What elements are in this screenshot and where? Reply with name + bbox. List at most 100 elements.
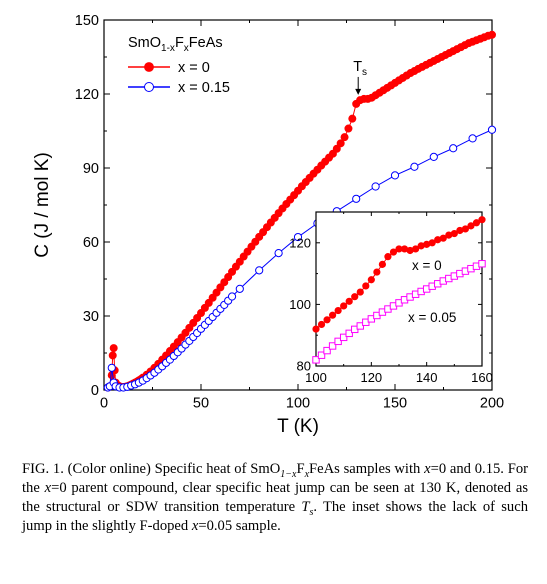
inset-data-point-1: [334, 337, 342, 346]
caption-run: 1−x: [280, 468, 297, 480]
caption-run: =0 parent compound, clear specific heat …: [22, 480, 529, 515]
y-tick-label: 90: [83, 161, 99, 177]
y-tick-label: 0: [91, 383, 99, 399]
inset-data-point-0: [461, 225, 469, 233]
x-tick-label: 50: [193, 396, 209, 412]
data-point-1: [293, 232, 303, 242]
legend-label-0: x = 0: [178, 60, 210, 76]
inset-data-point-1: [339, 333, 348, 342]
inset-data-point-0: [317, 320, 326, 329]
data-point-0: [336, 139, 345, 148]
inset-y-tick-label: 100: [289, 297, 311, 312]
inset-data-point-0: [345, 297, 353, 305]
data-point-1: [371, 182, 380, 191]
caption-run: x: [44, 480, 52, 496]
inset-data-point-0: [428, 239, 436, 247]
data-point-0: [340, 133, 349, 142]
data-point-1: [274, 249, 283, 258]
inset-data-point-0: [411, 245, 420, 253]
data-point-1: [468, 134, 477, 143]
data-point-0: [487, 30, 496, 39]
figure-caption: FIG. 1. (Color online) Specific heat of …: [22, 460, 528, 536]
caption-run: . The inset shows the lack of such jump …: [22, 499, 528, 534]
inset-data-point-0: [362, 282, 370, 290]
inset-x-tick-label: 100: [305, 370, 327, 385]
caption-run: FIG. 1. (Color online) Specific heat of …: [22, 461, 281, 477]
inset-data-point-0: [328, 311, 337, 319]
y-tick-label: 30: [83, 309, 99, 325]
inset-data-point-1: [328, 342, 337, 350]
data-point-0: [332, 144, 341, 153]
inset-data-point-0: [351, 293, 359, 301]
inset-label-x005: x = 0.05: [408, 310, 456, 325]
inset-data-point-0: [439, 234, 447, 242]
caption-run: FeAs samples with: [309, 461, 425, 477]
x-tick-label: 200: [480, 396, 504, 412]
inset-data-point-1: [312, 356, 320, 364]
inset-data-point-0: [340, 302, 348, 310]
inset-y-tick-label: 80: [297, 359, 311, 374]
legend-marker-0: [144, 62, 154, 72]
data-point-1: [352, 194, 361, 203]
data-point-1: [255, 266, 264, 275]
y-tick-label: 120: [75, 87, 99, 103]
inset-data-point-1: [478, 260, 486, 268]
inset-data-point-0: [472, 219, 481, 227]
inset-data-point-0: [312, 325, 320, 333]
inset-data-point-0: [323, 316, 331, 324]
data-point-0: [344, 124, 353, 133]
ts-annotation-label: Ts: [353, 59, 367, 78]
data-point-0: [348, 114, 357, 123]
caption-run: T: [301, 499, 310, 515]
inset-x-tick-label: 140: [416, 370, 438, 385]
caption-run: x: [424, 461, 431, 477]
y-tick-label: 60: [83, 235, 99, 251]
inset-data-point-1: [317, 351, 326, 359]
inset-data-point-0: [450, 229, 458, 238]
data-point-1: [390, 171, 400, 180]
inset-label-x0: x = 0: [412, 258, 442, 273]
data-point-1: [429, 152, 438, 161]
inset-data-point-0: [467, 222, 475, 230]
caption-run: s: [309, 506, 314, 518]
inset-data-point-0: [367, 276, 375, 284]
legend-marker-1: [144, 82, 154, 92]
y-tick-label: 150: [75, 13, 99, 29]
caption-run: =0 and 0.15. For the: [22, 461, 528, 496]
ts-annotation-arrowhead: [355, 88, 362, 95]
data-point-1: [449, 144, 458, 153]
y-axis-label: C (J / mol K): [32, 152, 53, 258]
caption-run: x: [304, 468, 310, 480]
data-point-1: [487, 125, 497, 134]
inset-data-point-0: [373, 268, 381, 276]
x-tick-label: 150: [383, 396, 407, 412]
inset-data-point-0: [389, 248, 398, 256]
inset-data-point-0: [334, 306, 342, 315]
x-tick-label: 100: [286, 396, 310, 412]
x-axis-label: T (K): [277, 416, 319, 437]
legend-title: SmO1-xFxFeAs: [128, 35, 223, 54]
data-point-0: [109, 344, 118, 353]
data-point-1: [227, 292, 237, 301]
caption-run: F: [296, 461, 305, 477]
data-point-0: [108, 351, 117, 360]
data-point-1: [107, 363, 116, 372]
caption-run: =0.05 sample.: [198, 518, 281, 534]
inset-data-point-0: [378, 260, 386, 268]
inset-data-point-0: [478, 216, 486, 224]
inset-y-tick-label: 120: [289, 235, 311, 250]
inset-data-point-0: [384, 253, 392, 261]
inset-data-point-1: [323, 346, 331, 355]
inset-x-tick-label: 120: [360, 370, 382, 385]
inset-x-tick-label: 160: [471, 370, 493, 385]
inset-data-point-1: [345, 329, 353, 338]
data-point-1: [410, 162, 419, 171]
inset-data-point-0: [356, 288, 364, 296]
legend-label-1: x = 0.15: [178, 80, 230, 96]
caption-run: x: [191, 518, 199, 534]
data-point-1: [235, 284, 244, 293]
x-tick-label: 0: [100, 396, 108, 412]
